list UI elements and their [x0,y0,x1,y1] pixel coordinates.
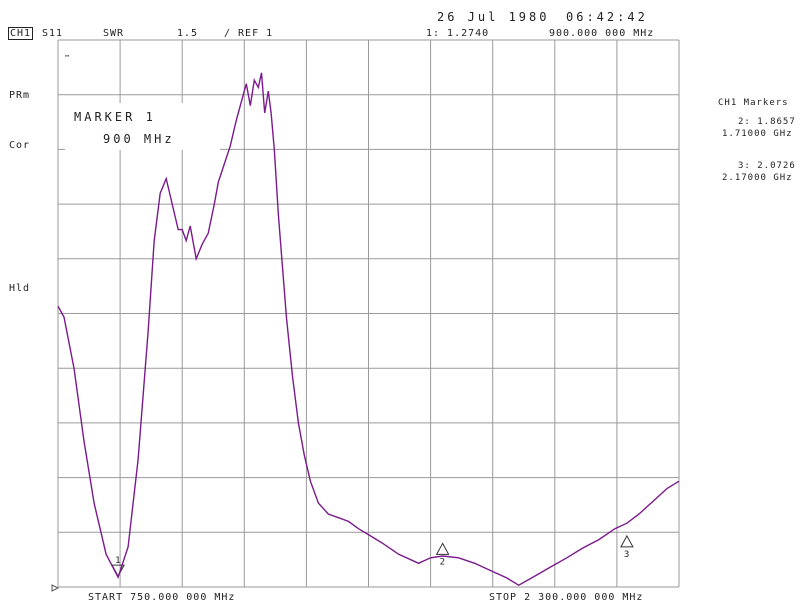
parameter-label: S11 [42,28,64,39]
marker-box-frequency: 900 MHz [103,132,175,146]
scale-label: 1.5 [177,28,199,39]
chart-markers: 1 2 3 [111,534,634,578]
time-label: 06:42:42 [566,10,648,24]
marker-1-label: 1 [115,556,120,566]
channel-indicator[interactable]: CH1 [8,27,34,40]
markers-panel-title: CH1 Markers [718,98,789,108]
active-marker-readout: 1: 1.2740 [426,28,490,39]
chart-grid [57,39,680,588]
marker-2-triangle [435,542,450,555]
date-label: 26 Jul 1980 [437,10,550,24]
format-label: SWR [103,28,125,39]
active-marker-frequency: 900.000 000 MHz [549,28,655,39]
marker-3-label: 3 [624,550,629,560]
start-frequency: START 750.000 000 MHz [88,592,236,603]
marker-2-label: 2 [440,557,445,567]
prm-annotation: PRm [9,90,31,101]
marker-2-frequency: 1.71000 GHz [722,129,793,139]
marker-box-title: MARKER 1 [74,110,156,124]
marker-3-frequency: 2.17000 GHz [722,173,793,183]
corner-mark: ™ [65,54,71,62]
marker-3-value: 3: 2.0726 [738,161,796,171]
reference-level-arrow [51,584,60,592]
reference-label: / REF 1 [224,28,274,39]
marker-box-background [65,103,220,150]
swr-trace [57,72,680,587]
cor-annotation: Cor [9,140,31,151]
marker-3-triangle [620,534,634,548]
hld-annotation: Hld [9,283,31,294]
marker-2-value: 2: 1.8657 [738,117,796,127]
stop-frequency: STOP 2 300.000 000 MHz [489,592,644,603]
